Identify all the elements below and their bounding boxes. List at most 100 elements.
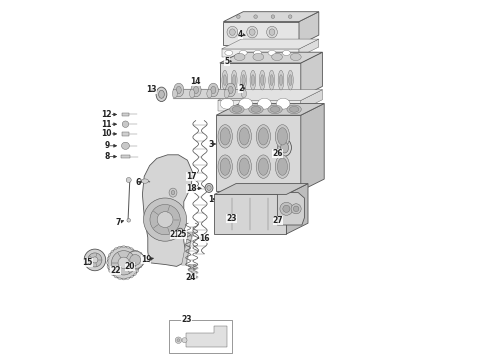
Ellipse shape [242, 75, 245, 86]
Text: 5: 5 [224, 57, 229, 66]
Ellipse shape [276, 98, 290, 109]
Ellipse shape [247, 26, 258, 38]
Ellipse shape [241, 70, 246, 90]
Ellipse shape [259, 70, 265, 90]
Text: 22: 22 [110, 266, 121, 275]
Ellipse shape [230, 105, 244, 114]
Circle shape [291, 204, 301, 214]
Polygon shape [301, 52, 322, 97]
Ellipse shape [139, 261, 141, 264]
Ellipse shape [141, 179, 148, 183]
Circle shape [143, 255, 144, 257]
Ellipse shape [107, 265, 109, 269]
Text: 18: 18 [186, 184, 197, 193]
Circle shape [132, 268, 134, 269]
Circle shape [125, 259, 127, 261]
Ellipse shape [207, 89, 212, 98]
Ellipse shape [177, 228, 183, 236]
Ellipse shape [130, 248, 133, 250]
Circle shape [92, 257, 98, 263]
Polygon shape [215, 184, 308, 194]
Circle shape [126, 263, 128, 265]
Text: 20: 20 [124, 262, 135, 271]
Ellipse shape [218, 125, 232, 148]
Polygon shape [299, 12, 319, 45]
Polygon shape [220, 52, 322, 63]
Ellipse shape [267, 26, 277, 38]
Ellipse shape [138, 265, 140, 269]
Ellipse shape [134, 273, 137, 276]
Text: 2: 2 [238, 84, 244, 93]
Text: 1: 1 [208, 194, 214, 204]
Circle shape [126, 255, 128, 257]
Circle shape [132, 251, 134, 252]
Circle shape [118, 257, 129, 269]
Polygon shape [301, 104, 324, 191]
Ellipse shape [275, 155, 290, 178]
Ellipse shape [114, 276, 117, 278]
Ellipse shape [239, 128, 249, 145]
Text: 3: 3 [208, 140, 214, 149]
Bar [121, 155, 130, 158]
Ellipse shape [269, 29, 275, 35]
Ellipse shape [137, 253, 139, 256]
Ellipse shape [232, 107, 242, 112]
Ellipse shape [277, 158, 288, 175]
Ellipse shape [176, 86, 181, 94]
Ellipse shape [108, 253, 111, 256]
Ellipse shape [222, 70, 228, 90]
Ellipse shape [223, 75, 226, 86]
Ellipse shape [251, 107, 261, 112]
Ellipse shape [137, 269, 139, 273]
Circle shape [150, 204, 180, 235]
Circle shape [182, 338, 187, 343]
Ellipse shape [190, 89, 195, 98]
Ellipse shape [290, 107, 299, 112]
Polygon shape [216, 104, 324, 115]
Ellipse shape [122, 142, 129, 149]
Circle shape [129, 266, 130, 268]
Text: 24: 24 [185, 274, 196, 282]
Ellipse shape [231, 70, 237, 90]
Ellipse shape [138, 257, 140, 260]
Ellipse shape [225, 83, 236, 97]
Ellipse shape [268, 105, 282, 114]
Ellipse shape [227, 26, 238, 38]
Ellipse shape [261, 75, 264, 86]
Ellipse shape [239, 158, 249, 175]
Text: 17: 17 [186, 172, 197, 181]
Circle shape [157, 212, 173, 228]
Ellipse shape [258, 128, 269, 145]
Text: 7: 7 [116, 218, 121, 227]
Circle shape [126, 177, 131, 183]
Ellipse shape [239, 98, 252, 109]
Text: 4: 4 [238, 30, 243, 39]
Ellipse shape [253, 53, 264, 60]
Circle shape [126, 251, 144, 269]
Text: 13: 13 [146, 85, 157, 94]
Ellipse shape [281, 142, 289, 153]
Bar [216, 115, 301, 191]
Text: 6: 6 [135, 178, 140, 187]
Polygon shape [277, 193, 304, 225]
Text: 14: 14 [190, 77, 200, 86]
Ellipse shape [288, 70, 293, 90]
Ellipse shape [208, 83, 219, 97]
Ellipse shape [114, 248, 117, 250]
Ellipse shape [282, 50, 291, 55]
Polygon shape [299, 39, 319, 57]
Text: 11: 11 [101, 120, 112, 129]
Circle shape [137, 268, 138, 269]
Circle shape [254, 15, 257, 18]
Ellipse shape [268, 50, 276, 55]
Ellipse shape [249, 29, 255, 35]
Text: 9: 9 [104, 141, 110, 150]
Ellipse shape [178, 230, 182, 234]
Ellipse shape [220, 158, 230, 175]
Circle shape [280, 202, 293, 215]
Ellipse shape [191, 83, 201, 97]
Ellipse shape [237, 155, 251, 178]
Ellipse shape [251, 75, 254, 86]
Bar [220, 63, 301, 97]
Ellipse shape [106, 261, 108, 264]
